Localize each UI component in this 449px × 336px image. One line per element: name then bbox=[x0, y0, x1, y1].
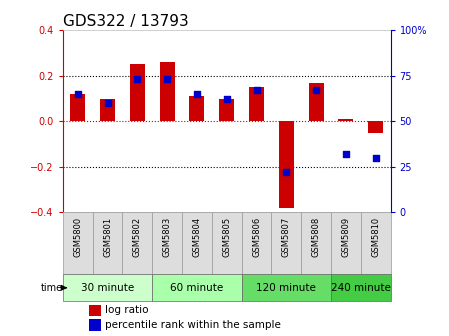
Bar bbox=[279, 121, 294, 208]
Text: 60 minute: 60 minute bbox=[170, 283, 224, 293]
Bar bbox=[89, 304, 101, 317]
Point bbox=[253, 88, 260, 93]
Bar bbox=[331, 274, 391, 301]
Bar bbox=[212, 212, 242, 274]
Text: GSM5800: GSM5800 bbox=[73, 217, 82, 257]
Bar bbox=[63, 274, 152, 301]
Bar bbox=[368, 121, 383, 133]
Text: GSM5805: GSM5805 bbox=[222, 217, 231, 257]
Bar bbox=[361, 212, 391, 274]
Text: GDS322 / 13793: GDS322 / 13793 bbox=[63, 14, 189, 29]
Text: GSM5803: GSM5803 bbox=[163, 217, 172, 257]
Point bbox=[104, 100, 111, 106]
Point bbox=[372, 155, 379, 160]
Text: 30 minute: 30 minute bbox=[81, 283, 134, 293]
Bar bbox=[249, 87, 264, 121]
Bar bbox=[182, 212, 212, 274]
Point bbox=[194, 91, 201, 97]
Bar bbox=[100, 98, 115, 121]
Point bbox=[283, 170, 290, 175]
Text: GSM5807: GSM5807 bbox=[282, 217, 291, 257]
Text: log ratio: log ratio bbox=[106, 305, 149, 315]
Point bbox=[134, 77, 141, 82]
Bar bbox=[70, 94, 85, 121]
Text: GSM5804: GSM5804 bbox=[193, 217, 202, 257]
Bar bbox=[123, 212, 152, 274]
Point bbox=[313, 88, 320, 93]
Bar bbox=[272, 212, 301, 274]
Point bbox=[74, 91, 81, 97]
Bar bbox=[309, 83, 324, 121]
Text: percentile rank within the sample: percentile rank within the sample bbox=[106, 320, 282, 330]
Text: GSM5802: GSM5802 bbox=[133, 217, 142, 257]
Text: GSM5810: GSM5810 bbox=[371, 217, 380, 257]
Text: GSM5801: GSM5801 bbox=[103, 217, 112, 257]
Bar bbox=[89, 319, 101, 331]
Text: GSM5809: GSM5809 bbox=[341, 217, 350, 257]
Bar bbox=[219, 98, 234, 121]
Bar bbox=[152, 212, 182, 274]
Bar bbox=[189, 96, 204, 121]
Point bbox=[163, 77, 171, 82]
Bar bbox=[160, 62, 175, 121]
Point bbox=[223, 97, 230, 102]
Point bbox=[342, 152, 349, 157]
Text: GSM5808: GSM5808 bbox=[312, 217, 321, 257]
Bar bbox=[301, 212, 331, 274]
Bar bbox=[331, 212, 361, 274]
Bar bbox=[339, 119, 353, 121]
Bar bbox=[152, 274, 242, 301]
Bar bbox=[242, 274, 331, 301]
Text: 240 minute: 240 minute bbox=[331, 283, 391, 293]
Text: time: time bbox=[41, 283, 63, 293]
Bar bbox=[92, 212, 123, 274]
Bar bbox=[130, 65, 145, 121]
Text: 120 minute: 120 minute bbox=[256, 283, 316, 293]
Bar bbox=[242, 212, 272, 274]
Text: GSM5806: GSM5806 bbox=[252, 217, 261, 257]
Bar bbox=[63, 212, 92, 274]
